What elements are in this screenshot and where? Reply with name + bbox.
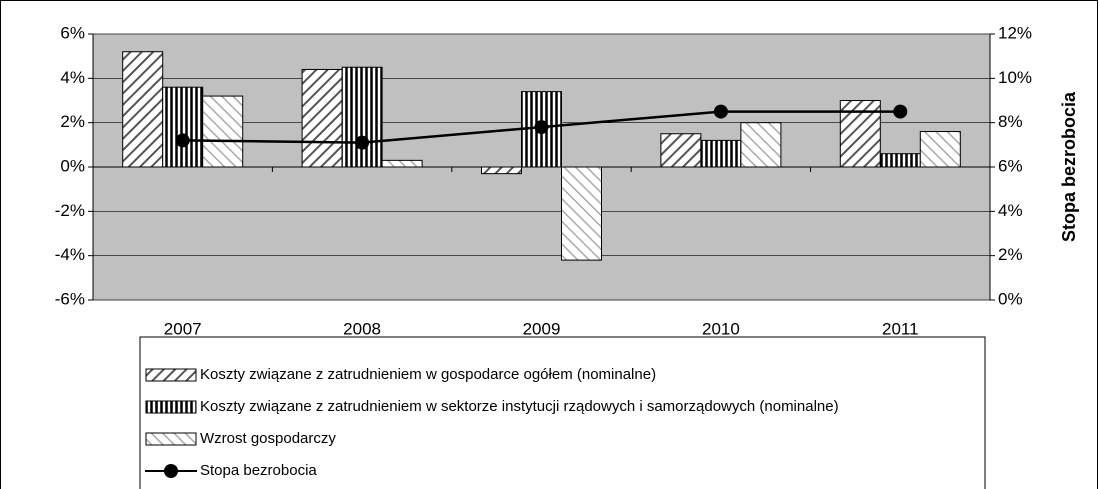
y2-tick-label: 0% [998,289,1023,308]
y-tick-label: -4% [55,245,85,264]
y2-tick-label: 2% [998,245,1023,264]
bar [561,166,602,261]
bar [341,66,383,168]
marker [534,120,549,135]
bar [202,95,244,168]
y2-tick-label: 6% [998,156,1023,175]
legend-swatch [145,400,197,414]
x-tick-label: 2010 [702,319,740,338]
bar [740,122,782,168]
bar [301,68,343,168]
legend-label: Koszty związane z zatrudnieniem w gospod… [200,366,656,383]
y-tick-label: 2% [60,112,85,131]
marker [713,104,728,119]
y-tick-label: -6% [55,289,85,308]
marker [355,135,370,150]
bar [381,159,423,168]
legend-label: Koszty związane z zatrudnieniem w sektor… [200,398,839,415]
marker [175,133,190,148]
x-tick-label: 2011 [882,319,919,338]
legend [139,336,986,489]
bar [919,131,961,168]
x-tick-label: 2008 [343,319,381,338]
bar [481,166,522,175]
y2-axis-label: Stopa bezrobocia [1059,91,1079,242]
x-tick-label: 2009 [523,319,561,338]
y2-tick-label: 8% [998,112,1023,131]
bar [660,133,702,168]
y-tick-label: 0% [60,156,85,175]
legend-swatch [145,432,197,446]
legend-label: Stopa bezrobocia [200,462,317,479]
y-tick-label: 4% [60,68,85,87]
bar [700,139,742,168]
legend-label: Wzrost gospodarczy [200,430,336,447]
bar [122,51,164,168]
y2-tick-label: 10% [998,68,1032,87]
bar [879,153,921,168]
y2-tick-label: 4% [998,201,1023,220]
y2-tick-label: 12% [998,23,1032,42]
legend-swatch [145,368,197,382]
legend-swatch [164,464,178,478]
y-tick-label: 6% [60,23,85,42]
bar [162,86,204,168]
y-tick-label: -2% [55,201,85,220]
x-tick-label: 2007 [164,319,202,338]
marker [893,104,908,119]
